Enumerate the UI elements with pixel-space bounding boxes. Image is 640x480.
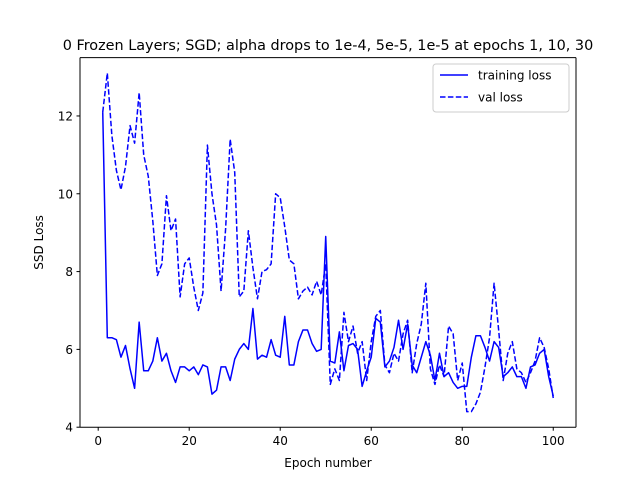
x-tick-label: 80 [455, 434, 470, 448]
x-axis-label: Epoch number [284, 456, 371, 470]
y-tick-label: 10 [58, 187, 73, 201]
y-axis-label: SSD Loss [32, 215, 46, 270]
legend: training loss val loss [432, 63, 570, 113]
legend-label-val-loss: val loss [478, 91, 523, 105]
x-tick-label: 100 [542, 434, 565, 448]
chart-title: 0 Frozen Layers; SGD; alpha drops to 1e-… [63, 38, 594, 54]
x-tick-label: 60 [364, 434, 379, 448]
series-line-training-loss [102, 112, 554, 397]
legend-frame [432, 63, 570, 113]
series-line-val-loss [102, 72, 554, 413]
x-tick-label: 40 [273, 434, 288, 448]
axes [79, 57, 577, 428]
y-tick-label: 8 [65, 265, 73, 279]
y-tick-label: 12 [58, 109, 73, 123]
x-tick-label: 0 [94, 434, 102, 448]
y-axis-ticks: 4 6 8 10 12 [58, 109, 80, 435]
x-tick-label: 20 [182, 434, 197, 448]
legend-label-training-loss: training loss [478, 69, 551, 83]
series-lines [102, 72, 554, 413]
y-tick-label: 6 [65, 343, 73, 357]
plot-area [80, 57, 576, 428]
y-tick-label: 4 [65, 421, 73, 435]
x-axis-ticks: 0 20 40 60 80 100 [94, 427, 565, 448]
